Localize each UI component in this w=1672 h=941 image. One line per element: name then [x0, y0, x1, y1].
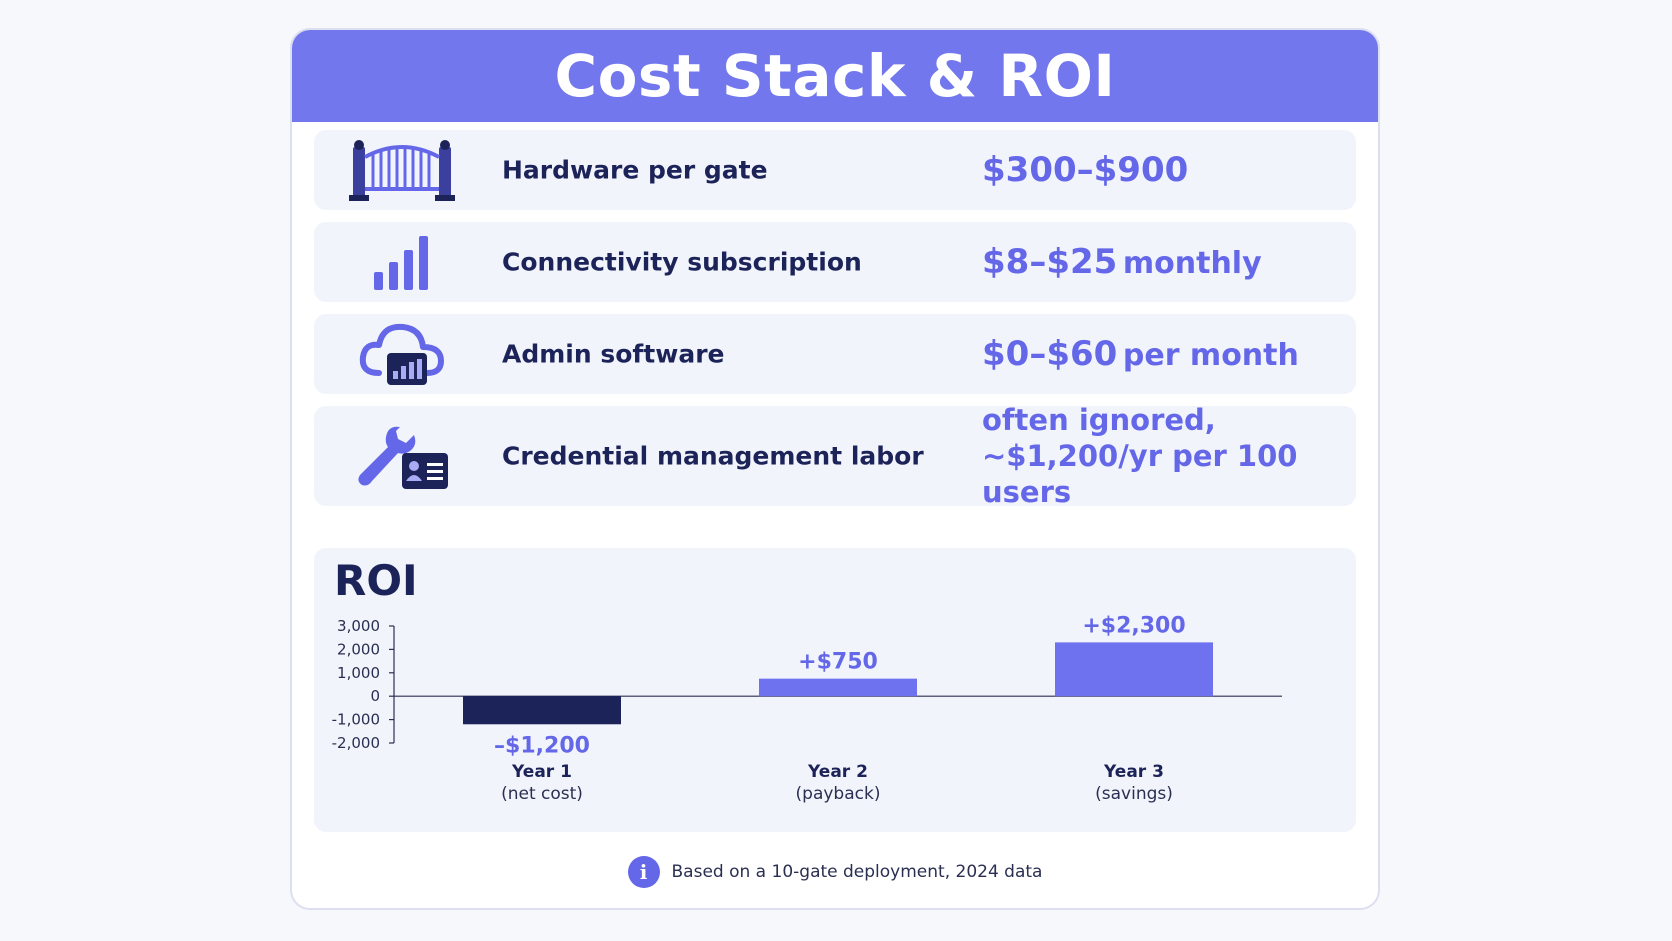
data-label: +$2,300 [1082, 613, 1185, 638]
cost-row-connectivity: Connectivity subscription $8–$25 monthly [314, 222, 1356, 302]
x-tick-label: Year 3 [1103, 762, 1164, 782]
cloud-dashboard-icon [342, 319, 462, 389]
x-tick-sublabel: (savings) [1095, 784, 1173, 804]
y-tick-label: 0 [370, 687, 380, 705]
gate-icon [342, 135, 462, 205]
y-tick-label: 1,000 [337, 664, 380, 682]
cost-value: $0–$60 per month [982, 334, 1299, 374]
page-title: Cost Stack & ROI [554, 42, 1116, 110]
cost-value: often ignored, ~$1,200/yr per 100 users [982, 403, 1298, 509]
footnote: i Based on a 10-gate deployment, 2024 da… [292, 856, 1378, 888]
y-tick-label: -1,000 [332, 711, 380, 729]
cost-row-admin-software: Admin software $0–$60 per month [314, 314, 1356, 394]
bar-year-2 [759, 678, 917, 697]
x-tick-label: Year 1 [511, 762, 572, 782]
cost-label: Connectivity subscription [502, 247, 862, 277]
x-tick-sublabel: (payback) [796, 784, 881, 804]
data-label: +$750 [798, 650, 878, 675]
cost-row-credential-labor: Credential management labor often ignore… [314, 403, 1356, 509]
info-icon: i [627, 856, 660, 888]
roi-title: ROI [334, 556, 418, 605]
x-tick-sublabel: (net cost) [501, 784, 583, 804]
x-tick-label: Year 2 [807, 762, 868, 782]
header-bar: Cost Stack & ROI [292, 30, 1378, 122]
cost-roi-card: Cost Stack & ROI [290, 28, 1380, 910]
cost-label: Admin software [502, 339, 725, 369]
cost-label: Credential management labor [502, 441, 924, 471]
cost-label: Hardware per gate [502, 155, 768, 185]
footnote-text: Based on a 10-gate deployment, 2024 data [671, 862, 1043, 882]
y-tick-label: 3,000 [337, 617, 380, 635]
cost-value: $8–$25 monthly [982, 242, 1262, 282]
wrench-id-card-icon [342, 421, 462, 491]
y-tick-label: -2,000 [332, 734, 380, 752]
roi-bar-chart: 3,000 2,000 1,000 0 -1,000 -2,000 –$1,200 Year … [332, 613, 1282, 804]
y-tick-label: 2,000 [337, 640, 380, 658]
data-label: –$1,200 [494, 733, 590, 758]
bar-year-1 [463, 696, 621, 725]
bar-year-3 [1055, 642, 1213, 697]
cost-row-hardware: Hardware per gate $300–$900 [314, 130, 1356, 210]
cost-value: $300–$900 [982, 150, 1189, 190]
roi-panel: ROI 3,000 2,000 1,000 0 -1,000 -2,000 –$1,200 Y… [314, 548, 1356, 832]
signal-bars-icon [342, 227, 462, 297]
